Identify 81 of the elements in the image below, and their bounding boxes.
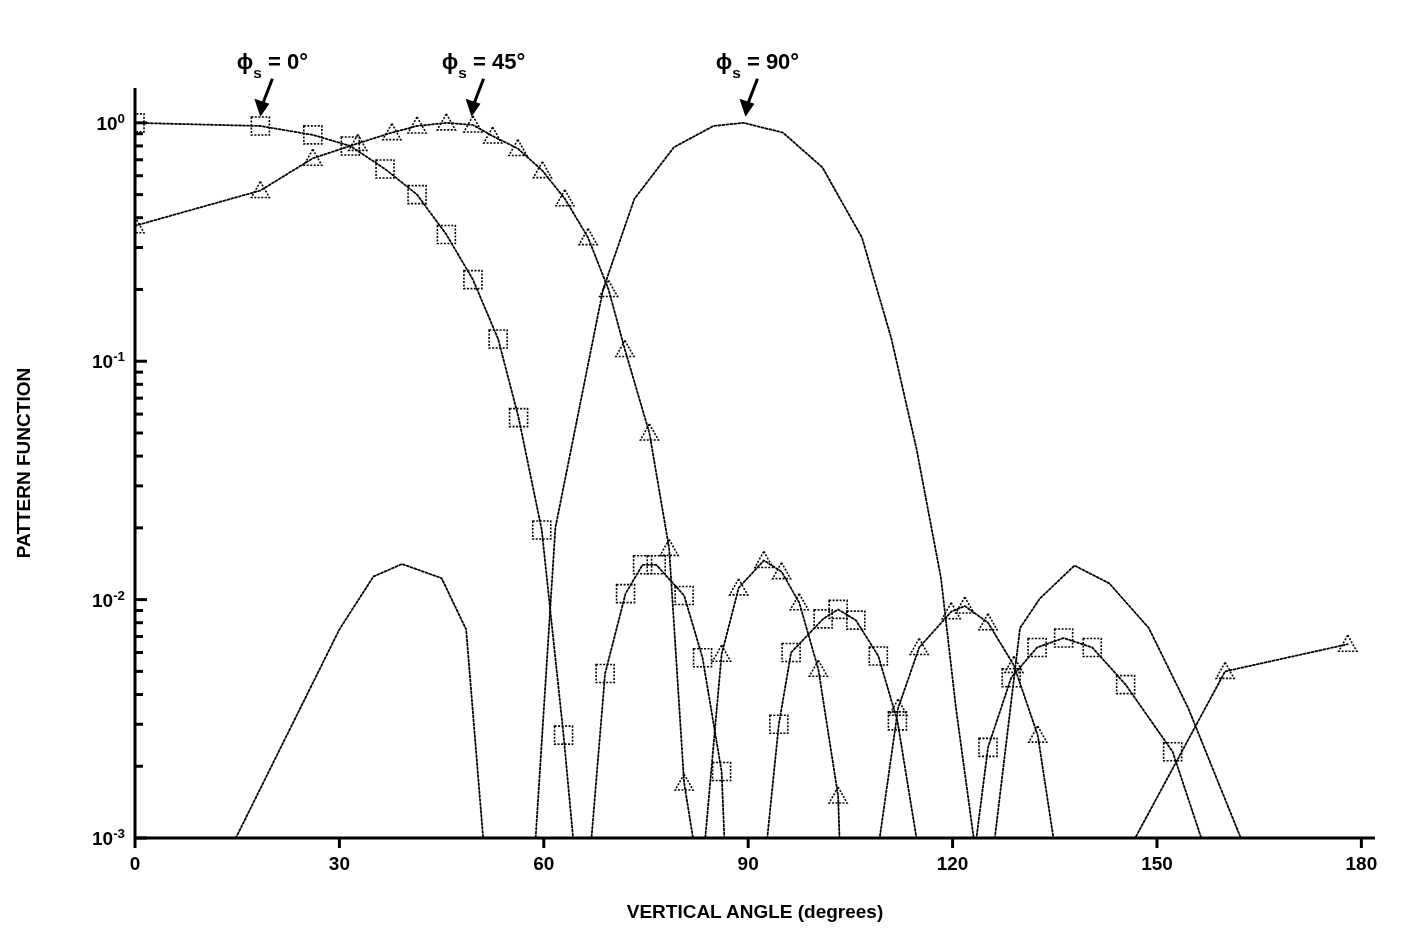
point [909, 637, 929, 656]
point [659, 538, 679, 557]
point [1027, 725, 1048, 743]
point [888, 698, 908, 717]
point [978, 612, 998, 631]
point [887, 711, 908, 731]
point [532, 160, 553, 179]
point [828, 599, 848, 620]
point [407, 116, 427, 134]
point [646, 554, 667, 575]
point [789, 592, 810, 611]
y-tick-label: 10$^{0}$ [96, 110, 125, 134]
point [250, 116, 271, 136]
y-tick-label: 10$^{-3}$ [92, 825, 125, 849]
point [1162, 741, 1183, 762]
annotation: ϕ$_{s}$ = 90° [715, 48, 800, 81]
point [375, 159, 395, 179]
point [846, 610, 866, 630]
point [347, 133, 368, 152]
y-axis-title: PATTERN FUNCTION [13, 367, 34, 559]
point [692, 648, 713, 668]
x-tick-label: 30 [328, 853, 350, 874]
point [941, 601, 962, 620]
point [978, 737, 998, 758]
point [482, 126, 503, 144]
point [674, 773, 694, 791]
point [813, 609, 833, 629]
point [711, 761, 732, 782]
point [1115, 674, 1136, 695]
x-tick-label: 60 [533, 853, 555, 874]
point [808, 659, 829, 678]
point [463, 269, 483, 290]
point [508, 138, 528, 157]
point [781, 642, 801, 663]
point [303, 148, 323, 167]
point [436, 224, 457, 245]
x-tick-label: 90 [737, 853, 759, 874]
point [711, 644, 732, 663]
point [754, 550, 774, 569]
point [1082, 637, 1103, 658]
y-tick-label: 10$^{-1}$ [92, 348, 126, 373]
point [340, 136, 361, 156]
point [769, 714, 789, 735]
point [868, 646, 889, 666]
point [1337, 634, 1358, 653]
point [303, 125, 323, 145]
point [578, 227, 598, 246]
y-tick-label: 10$^{-2}$ [92, 587, 125, 611]
point [488, 329, 508, 349]
point [1001, 667, 1021, 688]
point [615, 339, 635, 358]
annotation: ϕ$_{s}$ = 0° [236, 48, 308, 81]
point [595, 663, 615, 684]
x-tick-label: 180 [1345, 853, 1378, 874]
x-tick-label: 150 [1141, 853, 1173, 874]
point [674, 585, 694, 606]
x-tick-label: 0 [129, 853, 141, 874]
point [728, 578, 749, 596]
point [250, 180, 271, 199]
x-tick-label: 120 [936, 853, 969, 874]
point [553, 725, 574, 745]
point [1215, 661, 1235, 680]
point [555, 189, 575, 207]
point [436, 113, 457, 131]
point [828, 786, 848, 804]
point [407, 184, 427, 205]
annotation: ϕ$_{s}$ = 45° [441, 48, 526, 81]
point [598, 279, 619, 298]
point [531, 520, 552, 540]
point [1027, 637, 1047, 658]
x-axis-title: VERTICAL ANGLE (degrees) [626, 901, 884, 922]
point [508, 407, 529, 428]
point [771, 561, 792, 580]
point [615, 583, 636, 604]
point [1053, 628, 1074, 648]
point [955, 596, 975, 614]
point [632, 554, 653, 575]
point [382, 122, 402, 141]
point [639, 423, 660, 441]
point [1004, 655, 1024, 674]
point [463, 115, 483, 133]
